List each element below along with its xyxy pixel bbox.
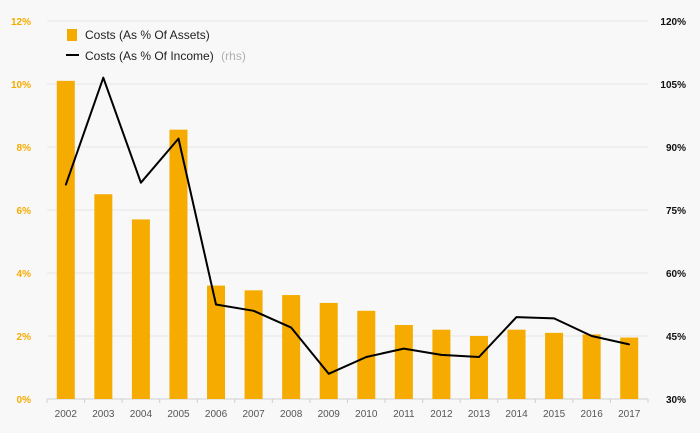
line-point: [177, 137, 180, 140]
x-tick-label: 2008: [280, 409, 303, 420]
bar: [357, 310, 376, 399]
y-left-tick-label: 8%: [17, 143, 32, 154]
legend-label-line-rhs: (rhs): [221, 49, 246, 63]
bar: [207, 285, 226, 399]
y-right-tick-label: 90%: [666, 143, 686, 154]
y-left-tick-label: 2%: [17, 332, 32, 343]
line-point: [290, 326, 292, 329]
x-tick-label: 2004: [130, 409, 153, 420]
line-point: [365, 356, 368, 358]
legend-label-line-name: Costs (As % Of Income): [85, 49, 214, 63]
bar: [244, 290, 263, 399]
line-point: [590, 335, 593, 337]
y-right-tick-label: 30%: [666, 395, 686, 406]
bar: [394, 324, 413, 399]
y-left-tick-label: 0%: [17, 395, 32, 406]
line-point: [327, 373, 330, 375]
line-point: [140, 181, 142, 184]
x-tick-label: 2002: [55, 409, 78, 420]
y-left-tick-label: 10%: [11, 80, 31, 91]
x-axis: 2002 2003 2004 2005 2006 2007 2008 2009 2010 2011…: [55, 409, 641, 420]
x-tick-label: 2016: [581, 409, 604, 420]
y-left-tick-label: 4%: [17, 269, 32, 280]
bar: [469, 336, 488, 399]
line-point: [440, 354, 443, 356]
bar: [507, 329, 526, 399]
line-point: [403, 347, 405, 350]
y-right-tick-label: 75%: [666, 206, 686, 217]
bar: [319, 302, 338, 399]
x-tick-label: 2003: [92, 409, 115, 420]
x-tick-label: 2005: [167, 409, 190, 420]
x-tick-label: 2014: [505, 409, 528, 420]
y-left-tick-label: 12%: [11, 17, 31, 28]
x-tick-label: 2013: [468, 409, 491, 420]
x-tick-label: 2011: [393, 409, 415, 420]
bar: [282, 295, 301, 399]
bar: [131, 219, 150, 399]
line-point: [628, 343, 631, 346]
line-point: [478, 356, 480, 358]
x-tick-label: 2010: [355, 409, 378, 420]
y-left-tick-label: 6%: [17, 206, 32, 217]
bar: [432, 329, 451, 399]
x-tick-label: 2012: [430, 409, 453, 420]
line-point: [215, 303, 217, 306]
x-tick-label: 2017: [618, 409, 641, 420]
bar-series: [56, 80, 639, 400]
bar: [620, 337, 639, 399]
bar: [94, 194, 113, 399]
legend-swatch-bar: [67, 29, 77, 41]
bar: [545, 332, 564, 399]
line-point: [102, 76, 105, 79]
line-point: [252, 310, 255, 312]
bar: [582, 334, 601, 399]
y-right-tick-label: 120%: [660, 17, 686, 28]
line-series: [64, 76, 631, 375]
bar: [56, 80, 75, 399]
y-right-tick-label: 60%: [666, 269, 686, 280]
x-tick-label: 2006: [205, 409, 228, 420]
line-point: [553, 317, 555, 320]
line-point: [64, 184, 67, 186]
line-point: [515, 316, 518, 318]
left-axis: 0% 2% 4% 6% 8% 10% 12%: [11, 17, 31, 406]
x-tick-label: 2007: [242, 409, 265, 420]
line-series-path: [64, 76, 630, 375]
y-right-tick-label: 45%: [666, 332, 686, 343]
bar: [169, 129, 188, 400]
y-right-tick-label: 105%: [660, 80, 686, 91]
legend: Costs (As % Of Assets) Costs (As % Of In…: [66, 28, 246, 64]
x-tick-label: 2009: [318, 409, 341, 420]
legend-label-bar: Costs (As % Of Assets): [85, 28, 210, 42]
legend-label-line: Costs (As % Of Income) (rhs): [85, 47, 246, 64]
right-axis: 30% 45% 60% 75% 90% 105% 120%: [660, 17, 686, 406]
x-tick-label: 2015: [543, 409, 566, 420]
